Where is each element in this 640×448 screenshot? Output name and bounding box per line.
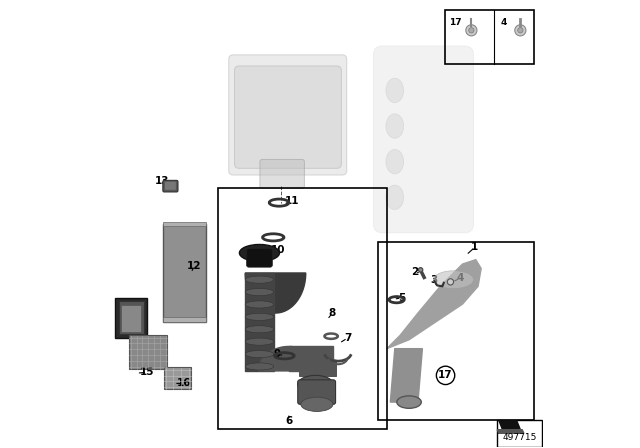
Bar [163,222,207,226]
Text: 9: 9 [273,349,280,359]
Ellipse shape [433,271,474,289]
Text: 4: 4 [456,273,464,283]
Bar [497,420,542,447]
FancyBboxPatch shape [260,159,305,188]
Polygon shape [497,430,524,433]
Ellipse shape [245,363,274,370]
Ellipse shape [386,185,404,210]
Polygon shape [499,421,520,430]
Ellipse shape [518,28,523,33]
Text: 15: 15 [140,367,154,377]
Bar [129,335,167,369]
FancyBboxPatch shape [298,380,335,404]
Polygon shape [289,346,333,371]
Ellipse shape [301,397,333,411]
Ellipse shape [515,25,526,36]
Ellipse shape [245,350,274,358]
Text: 497715: 497715 [502,433,537,442]
Ellipse shape [245,289,274,296]
Text: 7: 7 [344,333,351,343]
Text: 16: 16 [177,379,191,388]
Bar [115,298,147,337]
Bar [378,242,534,420]
Ellipse shape [298,375,333,393]
FancyBboxPatch shape [246,249,273,267]
Bar [445,10,534,64]
Text: 10: 10 [271,245,285,255]
Bar [164,367,191,389]
Text: 11: 11 [285,196,300,206]
Text: 12: 12 [187,261,202,271]
Ellipse shape [386,114,404,138]
Polygon shape [259,346,319,371]
Bar [497,430,522,433]
Ellipse shape [397,396,421,408]
FancyBboxPatch shape [164,181,176,190]
Text: 1: 1 [471,242,479,252]
Ellipse shape [447,279,454,285]
Text: 8: 8 [329,308,336,318]
FancyBboxPatch shape [373,46,474,233]
Bar [119,301,144,334]
Polygon shape [245,273,306,313]
Text: 3: 3 [431,275,438,285]
Ellipse shape [466,25,477,36]
Bar [163,318,207,322]
Ellipse shape [245,301,274,308]
Text: 14: 14 [127,311,141,321]
Ellipse shape [245,276,274,283]
Text: 17: 17 [449,18,461,27]
Polygon shape [163,224,207,322]
Ellipse shape [468,28,474,33]
FancyBboxPatch shape [228,55,347,175]
Text: 4: 4 [500,18,507,27]
Ellipse shape [239,245,280,261]
Ellipse shape [245,326,274,333]
FancyBboxPatch shape [234,66,341,168]
Ellipse shape [245,338,274,345]
Ellipse shape [386,78,404,103]
Polygon shape [390,349,422,402]
Ellipse shape [245,313,274,320]
Ellipse shape [386,150,404,174]
FancyBboxPatch shape [163,181,178,192]
Polygon shape [245,273,274,371]
Ellipse shape [419,267,423,272]
Text: 17: 17 [438,370,453,380]
Polygon shape [387,260,481,349]
Bar [121,305,141,332]
Text: 13: 13 [155,176,169,186]
Text: 5: 5 [398,293,405,303]
Bar [218,188,387,429]
Text: 2: 2 [412,267,419,277]
Text: 6: 6 [285,416,292,426]
